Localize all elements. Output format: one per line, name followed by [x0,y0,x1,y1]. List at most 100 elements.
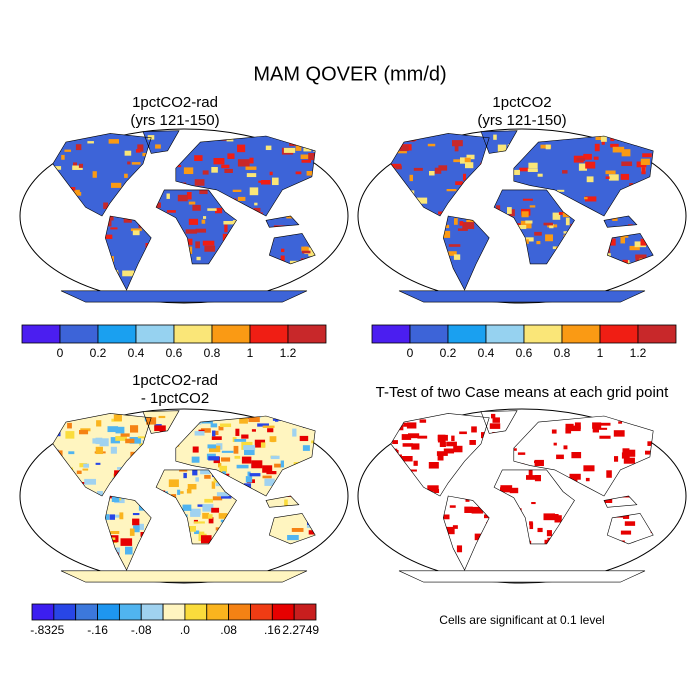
field-cell [302,445,310,451]
land [607,513,654,544]
land [494,189,575,264]
field-cell [232,189,242,193]
field-cell [534,475,541,482]
field-cell [32,166,40,172]
field-cell [219,465,228,473]
colorbar-label: 0.8 [204,346,221,360]
field-cell [493,134,497,140]
field-cell [390,138,394,145]
field-cell [622,448,630,455]
field-cell [614,456,619,462]
field-cell [308,252,315,257]
colorbar-label: 0.4 [128,346,145,360]
field-cell [212,430,216,437]
field-cell [245,476,253,483]
field-cell [186,488,192,494]
field-cell [188,201,196,205]
field-cell [239,418,248,424]
field-cell [123,216,132,223]
field-cell [448,244,461,247]
field-cell [464,157,471,163]
field-cell [208,514,213,519]
field-cell [234,439,247,442]
field-cell [640,158,650,165]
field-cell [448,251,457,256]
colorbar-box [271,603,295,621]
colorbar-box [31,603,55,621]
field-cell [537,173,543,177]
land [105,496,152,570]
field-cell [72,165,83,170]
field-cell [137,436,147,439]
land [399,290,645,303]
field-cell [686,272,691,277]
field-cell [245,166,257,170]
coastline [104,215,152,291]
field-cell [133,525,140,533]
field-cell [132,513,140,516]
field-cell [83,463,90,468]
field-cell [95,446,103,455]
field-cell [453,445,463,453]
field-cell [204,498,214,503]
coastline [142,130,180,154]
field-cell [125,438,135,444]
field-cell [465,499,470,502]
field-cell [221,164,230,169]
field-cell [399,145,409,152]
field-cell [258,180,269,183]
field-cell [429,171,435,176]
field-cell [390,139,392,143]
field-cell [512,448,517,451]
field-cell [127,161,131,165]
field-cell [413,460,418,466]
field-cell [323,137,334,142]
field-cell [640,238,647,246]
field-cell [557,189,565,192]
field-cell [285,133,295,138]
field-cell [283,147,296,153]
field-cell [30,434,39,437]
field-cell [621,149,631,157]
coastline [175,415,316,497]
field-cell [132,230,140,236]
field-cell [99,438,109,447]
colorbar-box [287,324,327,344]
field-cell [552,212,561,220]
field-cell [624,521,636,526]
colorbar-box [523,324,563,344]
field-cell [526,475,538,480]
field-cell [269,171,273,176]
field-cell [338,548,345,555]
field-cell [203,216,207,219]
field-cell [32,152,36,155]
colorbar-box [173,324,213,344]
field-cell [207,444,217,449]
land [266,496,299,508]
field-cell [537,527,543,533]
field-cell [243,445,256,451]
coastline [603,215,638,228]
field-cell [417,435,428,439]
field-cell [463,173,467,181]
land [61,290,307,303]
field-cell [413,167,423,171]
land [443,216,490,290]
field-cell [274,413,287,416]
field-cell [78,163,84,168]
field-cell [223,221,234,225]
field-cell [578,163,588,171]
field-cell [234,455,241,459]
colorbar-box [140,603,164,621]
coastline [104,495,152,571]
coastline [60,290,308,303]
field-cell [130,425,139,433]
field-cell [73,162,78,167]
field-cell [202,240,215,246]
field-cell [168,479,179,488]
field-cell [64,149,72,152]
field-cell [685,164,693,170]
field-cell [111,494,120,503]
field-cell [368,550,379,557]
